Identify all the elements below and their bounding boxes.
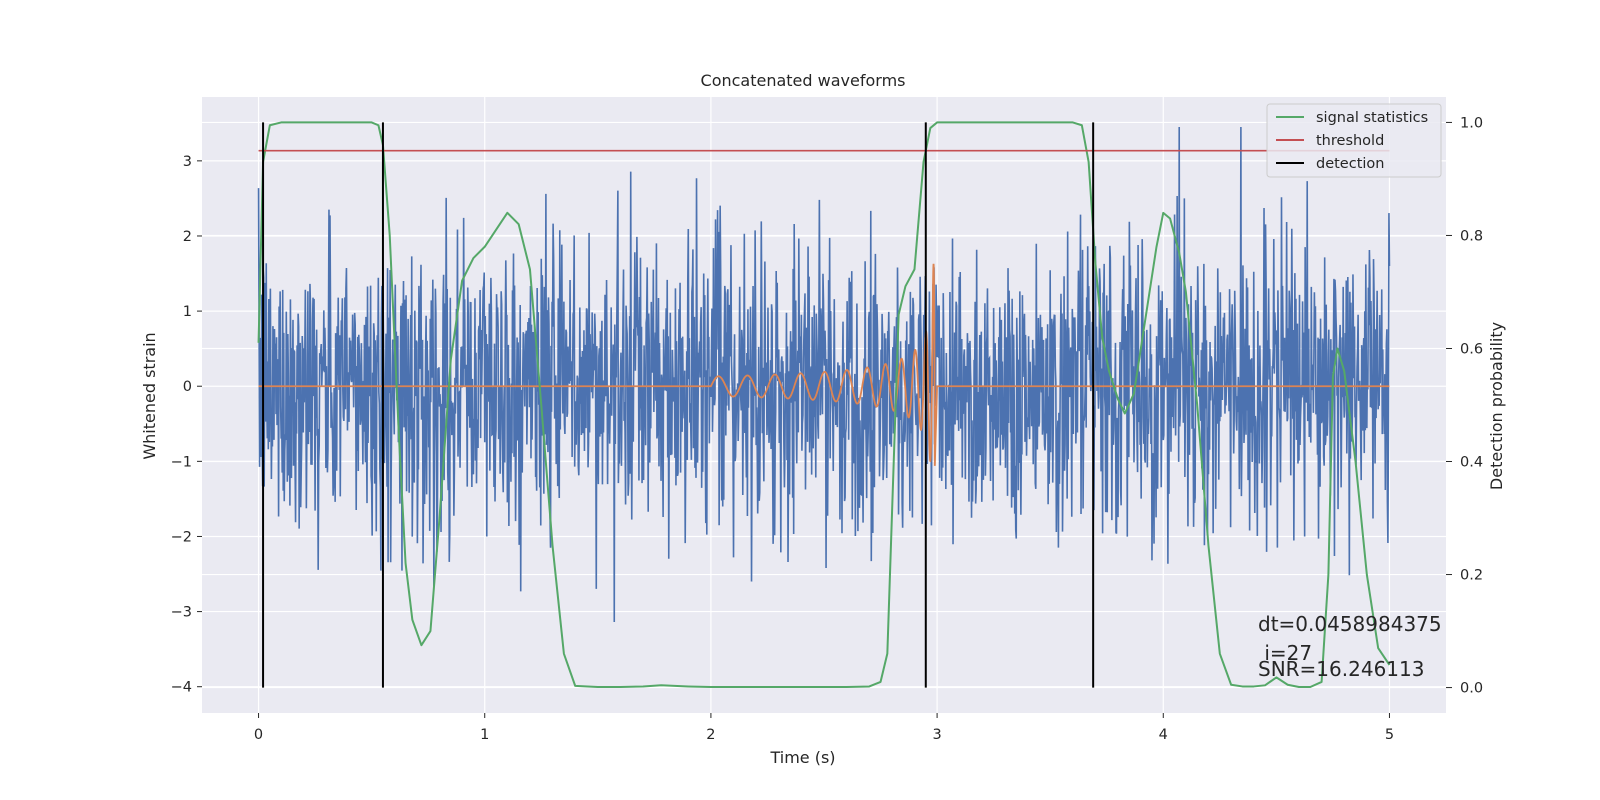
y-axis-left: −4 −3 −2 −1 0 1 2 3 bbox=[171, 154, 202, 696]
y2-tick-label: 1.0 bbox=[1460, 115, 1483, 131]
y2-tick-label: 0.2 bbox=[1460, 568, 1483, 584]
template-series bbox=[258, 263, 1390, 466]
chart-title: Concatenated waveforms bbox=[701, 71, 906, 90]
x-tick-label: 2 bbox=[706, 727, 715, 743]
x-tick-label: 5 bbox=[1385, 727, 1394, 743]
y2-tick-label: 0.6 bbox=[1460, 341, 1483, 357]
legend-label-threshold: threshold bbox=[1316, 133, 1384, 149]
y-tick-label: 1 bbox=[183, 304, 192, 320]
x-axis-label: Time (s) bbox=[769, 748, 835, 767]
x-tick-label: 1 bbox=[480, 727, 489, 743]
legend: signal statistics threshold detection bbox=[1266, 103, 1442, 178]
y-axis-label: Whitened strain bbox=[140, 332, 159, 459]
y2-axis-label: Detection probability bbox=[1487, 322, 1506, 490]
legend-label-signal-statistics: signal statistics bbox=[1316, 110, 1428, 126]
y2-tick-label: 0.0 bbox=[1460, 681, 1483, 697]
annotation-i: i=27 bbox=[1258, 641, 1312, 665]
x-tick-label: 4 bbox=[1159, 727, 1168, 743]
y2-tick-label: 0.8 bbox=[1460, 228, 1483, 244]
y-tick-label: −4 bbox=[171, 680, 192, 696]
y-tick-label: 3 bbox=[183, 154, 192, 170]
x-tick-label: 3 bbox=[932, 727, 941, 743]
signal-statistics-line bbox=[257, 121, 1391, 688]
legend-label-detection: detection bbox=[1316, 156, 1384, 172]
annotation-snr: SNR=16.246113 bbox=[1258, 657, 1424, 681]
y2-tick-label: 0.4 bbox=[1460, 455, 1483, 471]
y-tick-label: 2 bbox=[183, 229, 192, 245]
annotation-dt: dt=0.0458984375 bbox=[1258, 612, 1442, 636]
y-tick-label: −2 bbox=[171, 529, 192, 545]
y-tick-label: −1 bbox=[171, 454, 192, 470]
x-axis: 0 1 2 3 4 5 bbox=[254, 713, 1394, 743]
legend-frame bbox=[1266, 103, 1442, 178]
y-tick-label: 0 bbox=[183, 379, 192, 395]
strain-series bbox=[257, 127, 1391, 623]
x-tick-label: 0 bbox=[254, 727, 263, 743]
annotation-block: dt=0.0458984375 i=27 SNR=16.246113 bbox=[1258, 612, 1442, 681]
y-axis-right: 0.0 0.2 0.4 0.6 0.8 1.0 bbox=[1446, 115, 1483, 697]
y-tick-label: −3 bbox=[171, 605, 192, 621]
